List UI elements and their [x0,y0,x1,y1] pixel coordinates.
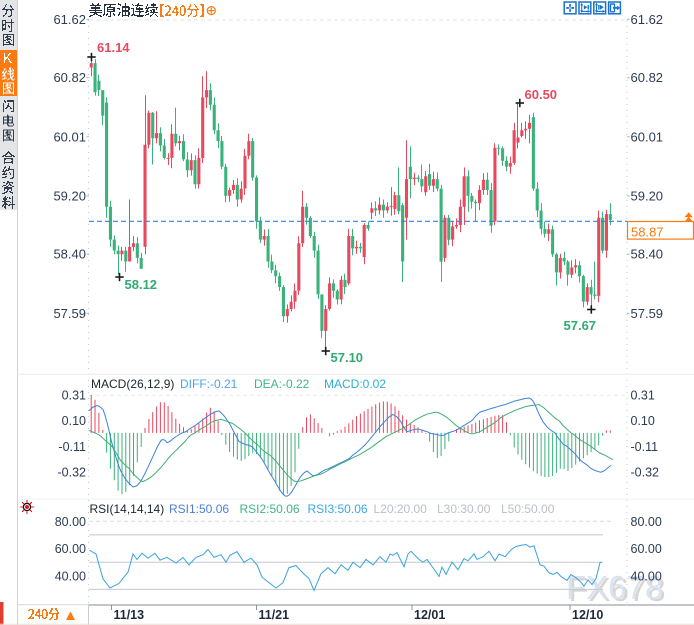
svg-text:L30:30.00: L30:30.00 [437,502,491,516]
svg-text:61.14: 61.14 [97,40,130,55]
svg-text:L20:20.00: L20:20.00 [374,502,428,516]
svg-text:60.00: 60.00 [631,542,662,556]
svg-text:-0.11: -0.11 [58,440,86,454]
svg-text:RSI1:50.06: RSI1:50.06 [169,502,229,516]
svg-text:57.67: 57.67 [564,318,597,333]
svg-text:60.00: 60.00 [55,542,86,556]
svg-text:-0.32: -0.32 [631,466,660,480]
svg-text:RSI3:50.06: RSI3:50.06 [308,502,368,516]
svg-text:61.62: 61.62 [631,12,664,27]
svg-text:-0.32: -0.32 [58,466,87,480]
svg-text:DEA:-0.22: DEA:-0.22 [254,377,310,391]
svg-text:58.87: 58.87 [631,225,664,240]
svg-text:0.31: 0.31 [631,388,655,402]
svg-text:RSI(14,14,14): RSI(14,14,14) [90,502,165,516]
svg-text:80.00: 80.00 [55,515,86,529]
svg-text:60.82: 60.82 [631,70,664,85]
svg-text:60.01: 60.01 [631,129,664,144]
svg-text:11/13: 11/13 [114,608,145,622]
svg-text:0.10: 0.10 [631,414,655,428]
svg-text:60.01: 60.01 [53,129,86,144]
svg-text:-0.11: -0.11 [631,440,659,454]
svg-text:57.59: 57.59 [631,306,664,321]
svg-text:60.82: 60.82 [53,70,86,85]
svg-text:MACD(26,12,9): MACD(26,12,9) [91,377,174,391]
svg-text:RSI2:50.06: RSI2:50.06 [240,502,300,516]
svg-text:57.59: 57.59 [53,306,86,321]
svg-text:40.00: 40.00 [631,569,662,583]
svg-text:FX678: FX678 [566,569,663,606]
svg-text:DIFF:-0.21: DIFF:-0.21 [180,377,238,391]
svg-text:L50:50.00: L50:50.00 [501,502,555,516]
svg-text:12/01: 12/01 [414,608,445,622]
svg-text:12/10: 12/10 [572,608,603,622]
svg-text:80.00: 80.00 [631,515,662,529]
svg-text:MACD:0.02: MACD:0.02 [324,377,386,391]
svg-text:60.50: 60.50 [525,87,558,102]
svg-text:0.10: 0.10 [62,414,86,428]
svg-text:59.20: 59.20 [53,188,86,203]
svg-text:59.20: 59.20 [631,188,664,203]
svg-text:58.40: 58.40 [631,247,664,262]
svg-text:57.10: 57.10 [331,350,364,365]
svg-text:58.12: 58.12 [125,277,158,292]
svg-text:0.31: 0.31 [62,388,86,402]
svg-text:40.00: 40.00 [55,569,86,583]
svg-text:61.62: 61.62 [53,12,86,27]
svg-text:58.40: 58.40 [53,247,86,262]
svg-text:11/21: 11/21 [259,608,290,622]
